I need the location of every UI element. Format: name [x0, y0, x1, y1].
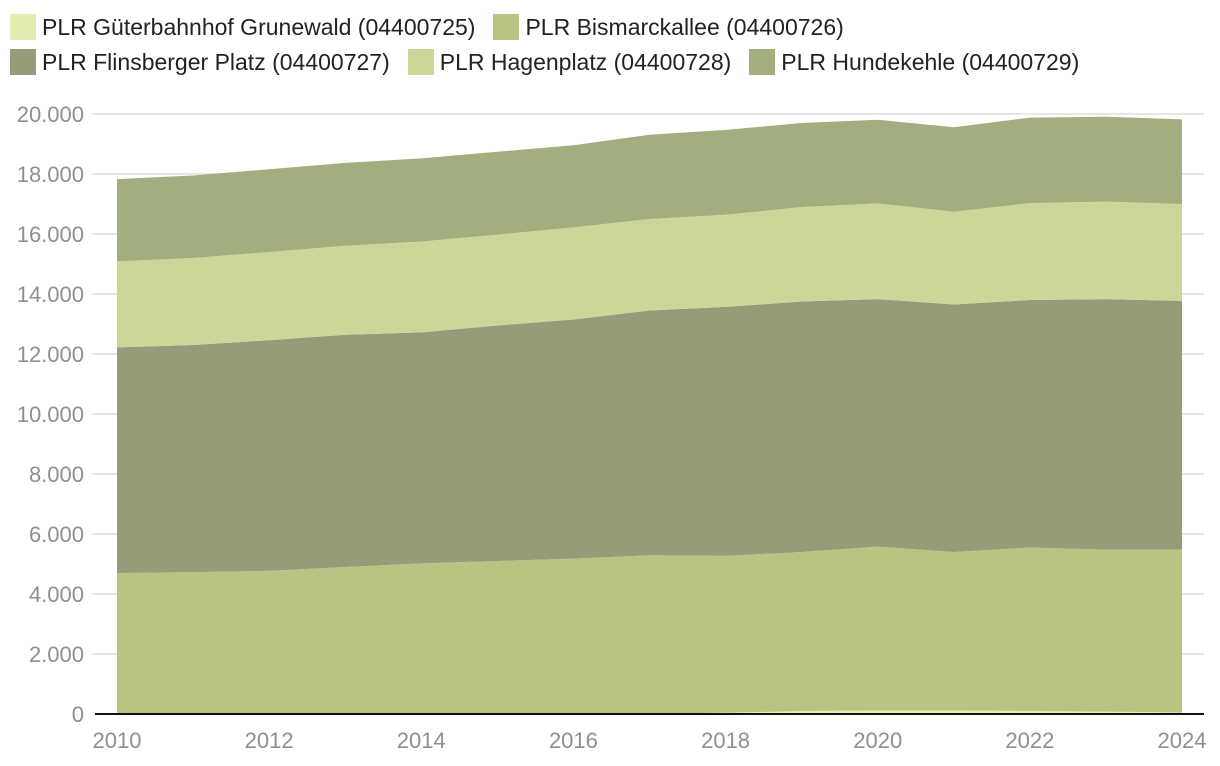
area-series: [117, 201, 1182, 348]
y-tick-label: 6.000: [29, 522, 84, 547]
legend-swatch: [10, 49, 36, 75]
legend-label: PLR Bismarckallee (04400726): [525, 14, 844, 40]
x-tick-label: 2024: [1158, 728, 1207, 753]
legend-item[interactable]: PLR Hagenplatz (04400728): [407, 45, 732, 80]
y-tick-label: 12.000: [17, 342, 84, 367]
legend: PLR Güterbahnhof Grunewald (04400725) PLR…: [10, 10, 1210, 80]
y-tick-label: 4.000: [29, 582, 84, 607]
area-series: [117, 116, 1182, 262]
y-tick-label: 20.000: [17, 102, 84, 127]
legend-swatch: [407, 49, 434, 75]
x-tick-label: 2016: [549, 728, 598, 753]
x-tick-label: 2010: [93, 728, 142, 753]
legend-label: PLR Güterbahnhof Grunewald (04400725): [42, 14, 476, 40]
y-tick-label: 14.000: [17, 282, 84, 307]
y-tick-label: 10.000: [17, 402, 84, 427]
legend-item[interactable]: PLR Hundekehle (04400729): [749, 45, 1079, 80]
legend-swatch: [10, 14, 36, 40]
area-layer: [117, 116, 1182, 714]
area-series: [117, 546, 1182, 714]
legend-item[interactable]: PLR Flinsberger Platz (04400727): [10, 45, 390, 80]
area-series: [117, 299, 1182, 573]
x-tick-label: 2020: [853, 728, 902, 753]
y-tick-label: 2.000: [29, 642, 84, 667]
x-tick-label: 2012: [245, 728, 294, 753]
legend-swatch: [493, 14, 520, 40]
legend-label: PLR Hagenplatz (04400728): [439, 49, 732, 75]
legend-label: PLR Flinsberger Platz (04400727): [42, 49, 390, 75]
legend-swatch: [749, 49, 776, 75]
x-tick-label: 2014: [397, 728, 446, 753]
legend-item[interactable]: PLR Güterbahnhof Grunewald (04400725): [10, 10, 475, 45]
y-tick-label: 0: [72, 702, 84, 727]
x-tick-label: 2018: [701, 728, 750, 753]
legend-label: PLR Hundekehle (04400729): [781, 49, 1080, 75]
y-tick-label: 18.000: [17, 162, 84, 187]
y-tick-label: 8.000: [29, 462, 84, 487]
x-tick-label: 2022: [1005, 728, 1054, 753]
axis-layer: 0 2.000 4.000 6.000 8.000 10.000 12.000 14.000 1…: [17, 102, 1207, 753]
y-tick-label: 16.000: [17, 222, 84, 247]
legend-item[interactable]: PLR Bismarckallee (04400726): [493, 10, 844, 45]
